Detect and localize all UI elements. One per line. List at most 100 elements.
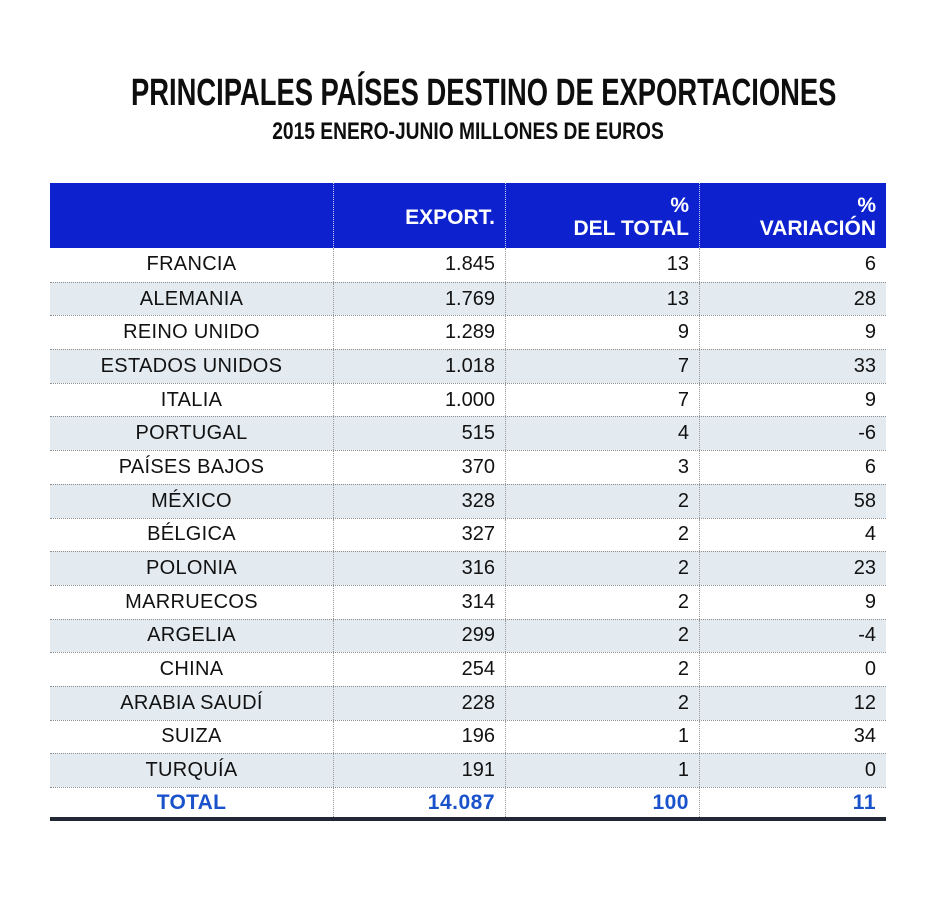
pct-total-cell: 7 bbox=[505, 350, 699, 383]
table-row: CHINA 254 2 0 bbox=[50, 652, 886, 686]
export-cell: 1.289 bbox=[333, 316, 505, 350]
pct-variation-cell: -6 bbox=[699, 417, 886, 451]
table-row: PAÍSES BAJOS 370 3 6 bbox=[50, 450, 886, 484]
export-cell: 328 bbox=[333, 484, 505, 518]
table-row: ARGELIA 299 2 -4 bbox=[50, 618, 886, 653]
pct-variation-cell: 28 bbox=[699, 282, 886, 316]
pct-total-cell: 13 bbox=[505, 282, 699, 316]
country-cell: ESTADOS UNIDOS bbox=[100, 354, 283, 377]
pct-variation-cell: 6 bbox=[699, 451, 886, 484]
page-subtitle: 2015 ENERO-JUNIO MILLONES DE EUROS bbox=[272, 117, 664, 145]
pct-variation-cell: 58 bbox=[699, 484, 886, 518]
column-header-pct-total-line1: % bbox=[670, 193, 689, 217]
pct-total-cell: 2 bbox=[505, 518, 699, 552]
country-cell: SUIZA bbox=[161, 725, 222, 748]
pct-variation-cell: 4 bbox=[699, 518, 886, 552]
export-cell: 1.018 bbox=[333, 350, 505, 383]
pct-variation-cell: 34 bbox=[699, 720, 886, 754]
pct-variation-cell: 23 bbox=[699, 552, 886, 585]
export-cell: 1.769 bbox=[333, 282, 505, 316]
total-pct-variation-cell: 11 bbox=[699, 788, 886, 817]
pct-total-cell: 2 bbox=[505, 585, 699, 619]
table-row: ARABIA SAUDÍ 228 2 12 bbox=[50, 685, 886, 720]
table-row: ALEMANIA 1.769 13 28 bbox=[50, 281, 886, 316]
table-row: FRANCIA 1.845 13 6 bbox=[50, 248, 886, 282]
pct-total-cell: 1 bbox=[505, 720, 699, 754]
total-export-cell: 14.087 bbox=[333, 788, 505, 817]
country-cell: REINO UNIDO bbox=[123, 321, 260, 344]
column-header-pct-variation-line1: % bbox=[857, 193, 876, 217]
pct-variation-cell: 9 bbox=[699, 585, 886, 619]
pct-variation-cell: 0 bbox=[699, 754, 886, 787]
pct-variation-cell: 12 bbox=[699, 686, 886, 720]
country-cell: ITALIA bbox=[160, 388, 223, 411]
pct-total-cell: 4 bbox=[505, 417, 699, 451]
column-header-pct-total: % DEL TOTAL bbox=[505, 183, 699, 248]
pct-variation-cell: 9 bbox=[699, 383, 886, 417]
column-header-pct-total-line2: DEL TOTAL bbox=[573, 217, 690, 241]
total-label: TOTAL bbox=[156, 790, 227, 814]
column-header-pct-variation-line2: VARIACIÓN bbox=[759, 217, 876, 241]
table-row: POLONIA 316 2 23 bbox=[50, 551, 886, 585]
pct-variation-cell: 0 bbox=[699, 653, 886, 686]
table-row: MARRUECOS 314 2 9 bbox=[50, 584, 886, 619]
column-header-pct-variation: % VARIACIÓN bbox=[699, 183, 886, 248]
export-cell: 515 bbox=[333, 417, 505, 451]
pct-total-cell: 9 bbox=[505, 316, 699, 350]
page-title: PRINCIPALES PAÍSES DESTINO DE EXPORTACIO… bbox=[131, 72, 837, 114]
country-cell: FRANCIA bbox=[146, 253, 237, 276]
pct-total-cell: 2 bbox=[505, 686, 699, 720]
country-cell: ALEMANIA bbox=[139, 287, 244, 310]
pct-variation-cell: -4 bbox=[699, 619, 886, 653]
country-cell: MÉXICO bbox=[151, 489, 232, 512]
table-row: ITALIA 1.000 7 9 bbox=[50, 382, 886, 417]
pct-total-cell: 7 bbox=[505, 383, 699, 417]
country-cell: MARRUECOS bbox=[125, 590, 258, 613]
table-row: REINO UNIDO 1.289 9 9 bbox=[50, 315, 886, 350]
exports-table: EXPORT. % DEL TOTAL % VARIACIÓN FRANCIA 1… bbox=[50, 183, 886, 821]
country-cell: ARGELIA bbox=[147, 624, 236, 647]
pct-variation-cell: 33 bbox=[699, 350, 886, 383]
export-cell: 327 bbox=[333, 518, 505, 552]
total-row: TOTAL 14.087 100 11 bbox=[50, 787, 886, 821]
column-header-country bbox=[50, 183, 333, 248]
table-row: BÉLGICA 327 2 4 bbox=[50, 517, 886, 552]
pct-total-cell: 2 bbox=[505, 484, 699, 518]
table-row: TURQUÍA 191 1 0 bbox=[50, 753, 886, 787]
table-row: ESTADOS UNIDOS 1.018 7 33 bbox=[50, 349, 886, 383]
table-row: SUIZA 196 1 34 bbox=[50, 719, 886, 754]
export-cell: 314 bbox=[333, 585, 505, 619]
country-cell: POLONIA bbox=[145, 557, 238, 580]
export-cell: 254 bbox=[333, 653, 505, 686]
table-row: PORTUGAL 515 4 -6 bbox=[50, 416, 886, 451]
country-cell: BÉLGICA bbox=[147, 523, 236, 546]
export-cell: 1.000 bbox=[333, 383, 505, 417]
country-cell: PAÍSES BAJOS bbox=[118, 455, 265, 478]
export-cell: 299 bbox=[333, 619, 505, 653]
total-pct-total-cell: 100 bbox=[505, 788, 699, 817]
export-cell: 1.845 bbox=[333, 248, 505, 282]
pct-variation-cell: 9 bbox=[699, 316, 886, 350]
pct-variation-cell: 6 bbox=[699, 248, 886, 282]
pct-total-cell: 2 bbox=[505, 653, 699, 686]
pct-total-cell: 1 bbox=[505, 754, 699, 787]
pct-total-cell: 2 bbox=[505, 619, 699, 653]
table-body: FRANCIA 1.845 13 6 ALEMANIA 1.769 13 28 REINO UN… bbox=[50, 248, 886, 787]
export-cell: 196 bbox=[333, 720, 505, 754]
country-cell: TURQUÍA bbox=[145, 759, 238, 782]
country-cell: PORTUGAL bbox=[135, 422, 248, 445]
pct-total-cell: 2 bbox=[505, 552, 699, 585]
country-cell: ARABIA SAUDÍ bbox=[120, 691, 263, 714]
table-row: MÉXICO 328 2 58 bbox=[50, 483, 886, 518]
table-header-row: EXPORT. % DEL TOTAL % VARIACIÓN bbox=[50, 183, 886, 248]
country-cell: CHINA bbox=[159, 658, 224, 681]
export-cell: 316 bbox=[333, 552, 505, 585]
column-header-export: EXPORT. bbox=[333, 183, 505, 248]
export-cell: 191 bbox=[333, 754, 505, 787]
export-cell: 228 bbox=[333, 686, 505, 720]
export-cell: 370 bbox=[333, 451, 505, 484]
title-block: PRINCIPALES PAÍSES DESTINO DE EXPORTACIO… bbox=[0, 0, 936, 144]
pct-total-cell: 3 bbox=[505, 451, 699, 484]
pct-total-cell: 13 bbox=[505, 248, 699, 282]
